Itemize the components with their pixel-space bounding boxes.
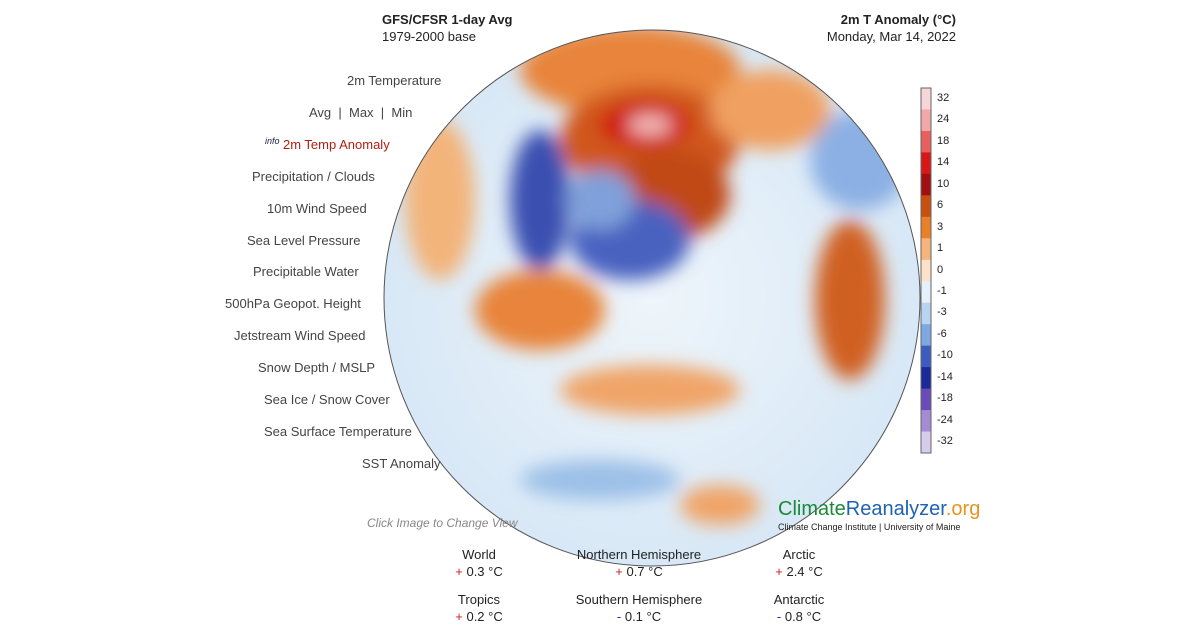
menu-item[interactable]: 2m Temp Anomaly [283, 136, 390, 152]
colorbar-swatch [921, 367, 931, 390]
stat-value-row: + 2.4 °C [699, 564, 899, 579]
stat-sign: - [616, 609, 622, 624]
colorbar-swatch [921, 281, 931, 304]
colorbar-swatch [921, 410, 931, 433]
logo-part: .org [945, 498, 981, 520]
colorbar-frame [920, 87, 932, 454]
stat-value: 0.8 °C [784, 609, 822, 624]
subtitle: 1979-2000 base [382, 29, 476, 44]
colorbar-swatch [921, 152, 931, 175]
stat-region: Antarctic [773, 592, 825, 607]
stat-value-row: + 0.3 °C [379, 564, 579, 579]
colorbar-label: -32 [937, 435, 953, 448]
colorbar-swatch [921, 431, 931, 454]
stat-value: 0.1 °C [624, 609, 662, 624]
anomaly-field [405, 30, 910, 525]
colorbar-label: -10 [937, 349, 953, 362]
colorbar-swatch [921, 195, 931, 218]
stat-value: 0.2 °C [466, 609, 503, 624]
colorbar-label: 10 [937, 177, 950, 190]
stat-region: Northern Hemisphere [576, 547, 702, 562]
variable: 2m T Anomaly (°C) [840, 12, 956, 27]
logo-part: Reanalyzer [845, 498, 946, 520]
stat-sign: + [455, 609, 463, 624]
colorbar-label: -3 [937, 306, 947, 319]
stat-region: Arctic [782, 547, 816, 562]
colorbar-label: -24 [937, 413, 953, 426]
stat-value-row: - 0.1 °C [539, 609, 739, 624]
colorbar-swatch [921, 388, 931, 411]
menu-item[interactable]: 500hPa Geopot. Height [225, 296, 361, 312]
colorbar-label: 0 [937, 263, 944, 276]
colorbar-label: 32 [937, 91, 950, 104]
globe-outline [383, 29, 921, 567]
colorbar-label: 24 [937, 113, 950, 126]
menu-item[interactable]: Avg | Max | Min [309, 104, 413, 120]
stat-sign: + [775, 564, 783, 579]
stat-sign: + [455, 564, 463, 579]
info-link[interactable]: info [265, 136, 280, 146]
colorbar-swatch [921, 259, 931, 282]
date: Monday, Mar 14, 2022 [826, 29, 956, 44]
stat-region: Tropics [457, 592, 501, 607]
colorbar-swatch [921, 345, 931, 368]
colorbar-label: -6 [937, 327, 947, 340]
colorbar-swatch [921, 130, 931, 153]
menu-item[interactable]: Precipitable Water [253, 264, 359, 280]
colorbar-swatch [921, 216, 931, 239]
colorbar [920, 87, 932, 454]
logo[interactable]: ClimateReanalyzer.org [778, 498, 980, 521]
stat-value: 0.3 °C [466, 564, 503, 579]
colorbar-swatch [921, 173, 931, 196]
stat-value-row: + 0.7 °C [539, 564, 739, 579]
colorbar-label: 1 [937, 242, 944, 255]
stat-region: World [462, 547, 496, 562]
stat-value-row: - 0.8 °C [699, 609, 899, 624]
colorbar-label: 18 [937, 134, 950, 147]
colorbar-label: 14 [937, 156, 950, 169]
stat-sign: - [776, 609, 782, 624]
menu-item[interactable]: Sea Surface Temperature [264, 423, 412, 439]
hint: Click Image to Change View [367, 516, 518, 530]
colorbar-label: 6 [937, 199, 944, 212]
title: GFS/CFSR 1-day Avg [382, 12, 513, 27]
stat-sign: + [615, 564, 623, 579]
menu-item[interactable]: Jetstream Wind Speed [234, 328, 366, 344]
menu-item[interactable]: SST Anomaly [362, 455, 441, 471]
menu-item[interactable]: Precipitation / Clouds [252, 168, 375, 184]
stat-value: 0.7 °C [626, 564, 663, 579]
colorbar-swatch [921, 324, 931, 347]
menu-item[interactable]: Snow Depth / MSLP [258, 360, 376, 376]
stat-region: Southern Hemisphere [575, 592, 703, 607]
menu-item[interactable]: Sea Ice / Snow Cover [264, 392, 390, 407]
menu-item[interactable]: Sea Level Pressure [247, 232, 361, 248]
menu-item[interactable]: 10m Wind Speed [267, 200, 367, 216]
colorbar-label: -18 [937, 392, 953, 405]
stat-value-row: + 0.2 °C [379, 609, 579, 624]
colorbar-swatch [921, 238, 931, 261]
colorbar-swatch [921, 109, 931, 132]
colorbar-swatch [921, 88, 931, 110]
menu-item[interactable]: 2m Temperature [347, 73, 442, 88]
credit: Climate Change Institute | University of… [778, 522, 961, 532]
colorbar-label: -1 [937, 284, 947, 297]
logo-part: Climate [778, 498, 846, 520]
colorbar-label: 3 [937, 220, 944, 233]
colorbar-swatch [921, 302, 931, 325]
stat-value: 2.4 °C [786, 564, 823, 579]
colorbar-label: -14 [937, 370, 953, 383]
